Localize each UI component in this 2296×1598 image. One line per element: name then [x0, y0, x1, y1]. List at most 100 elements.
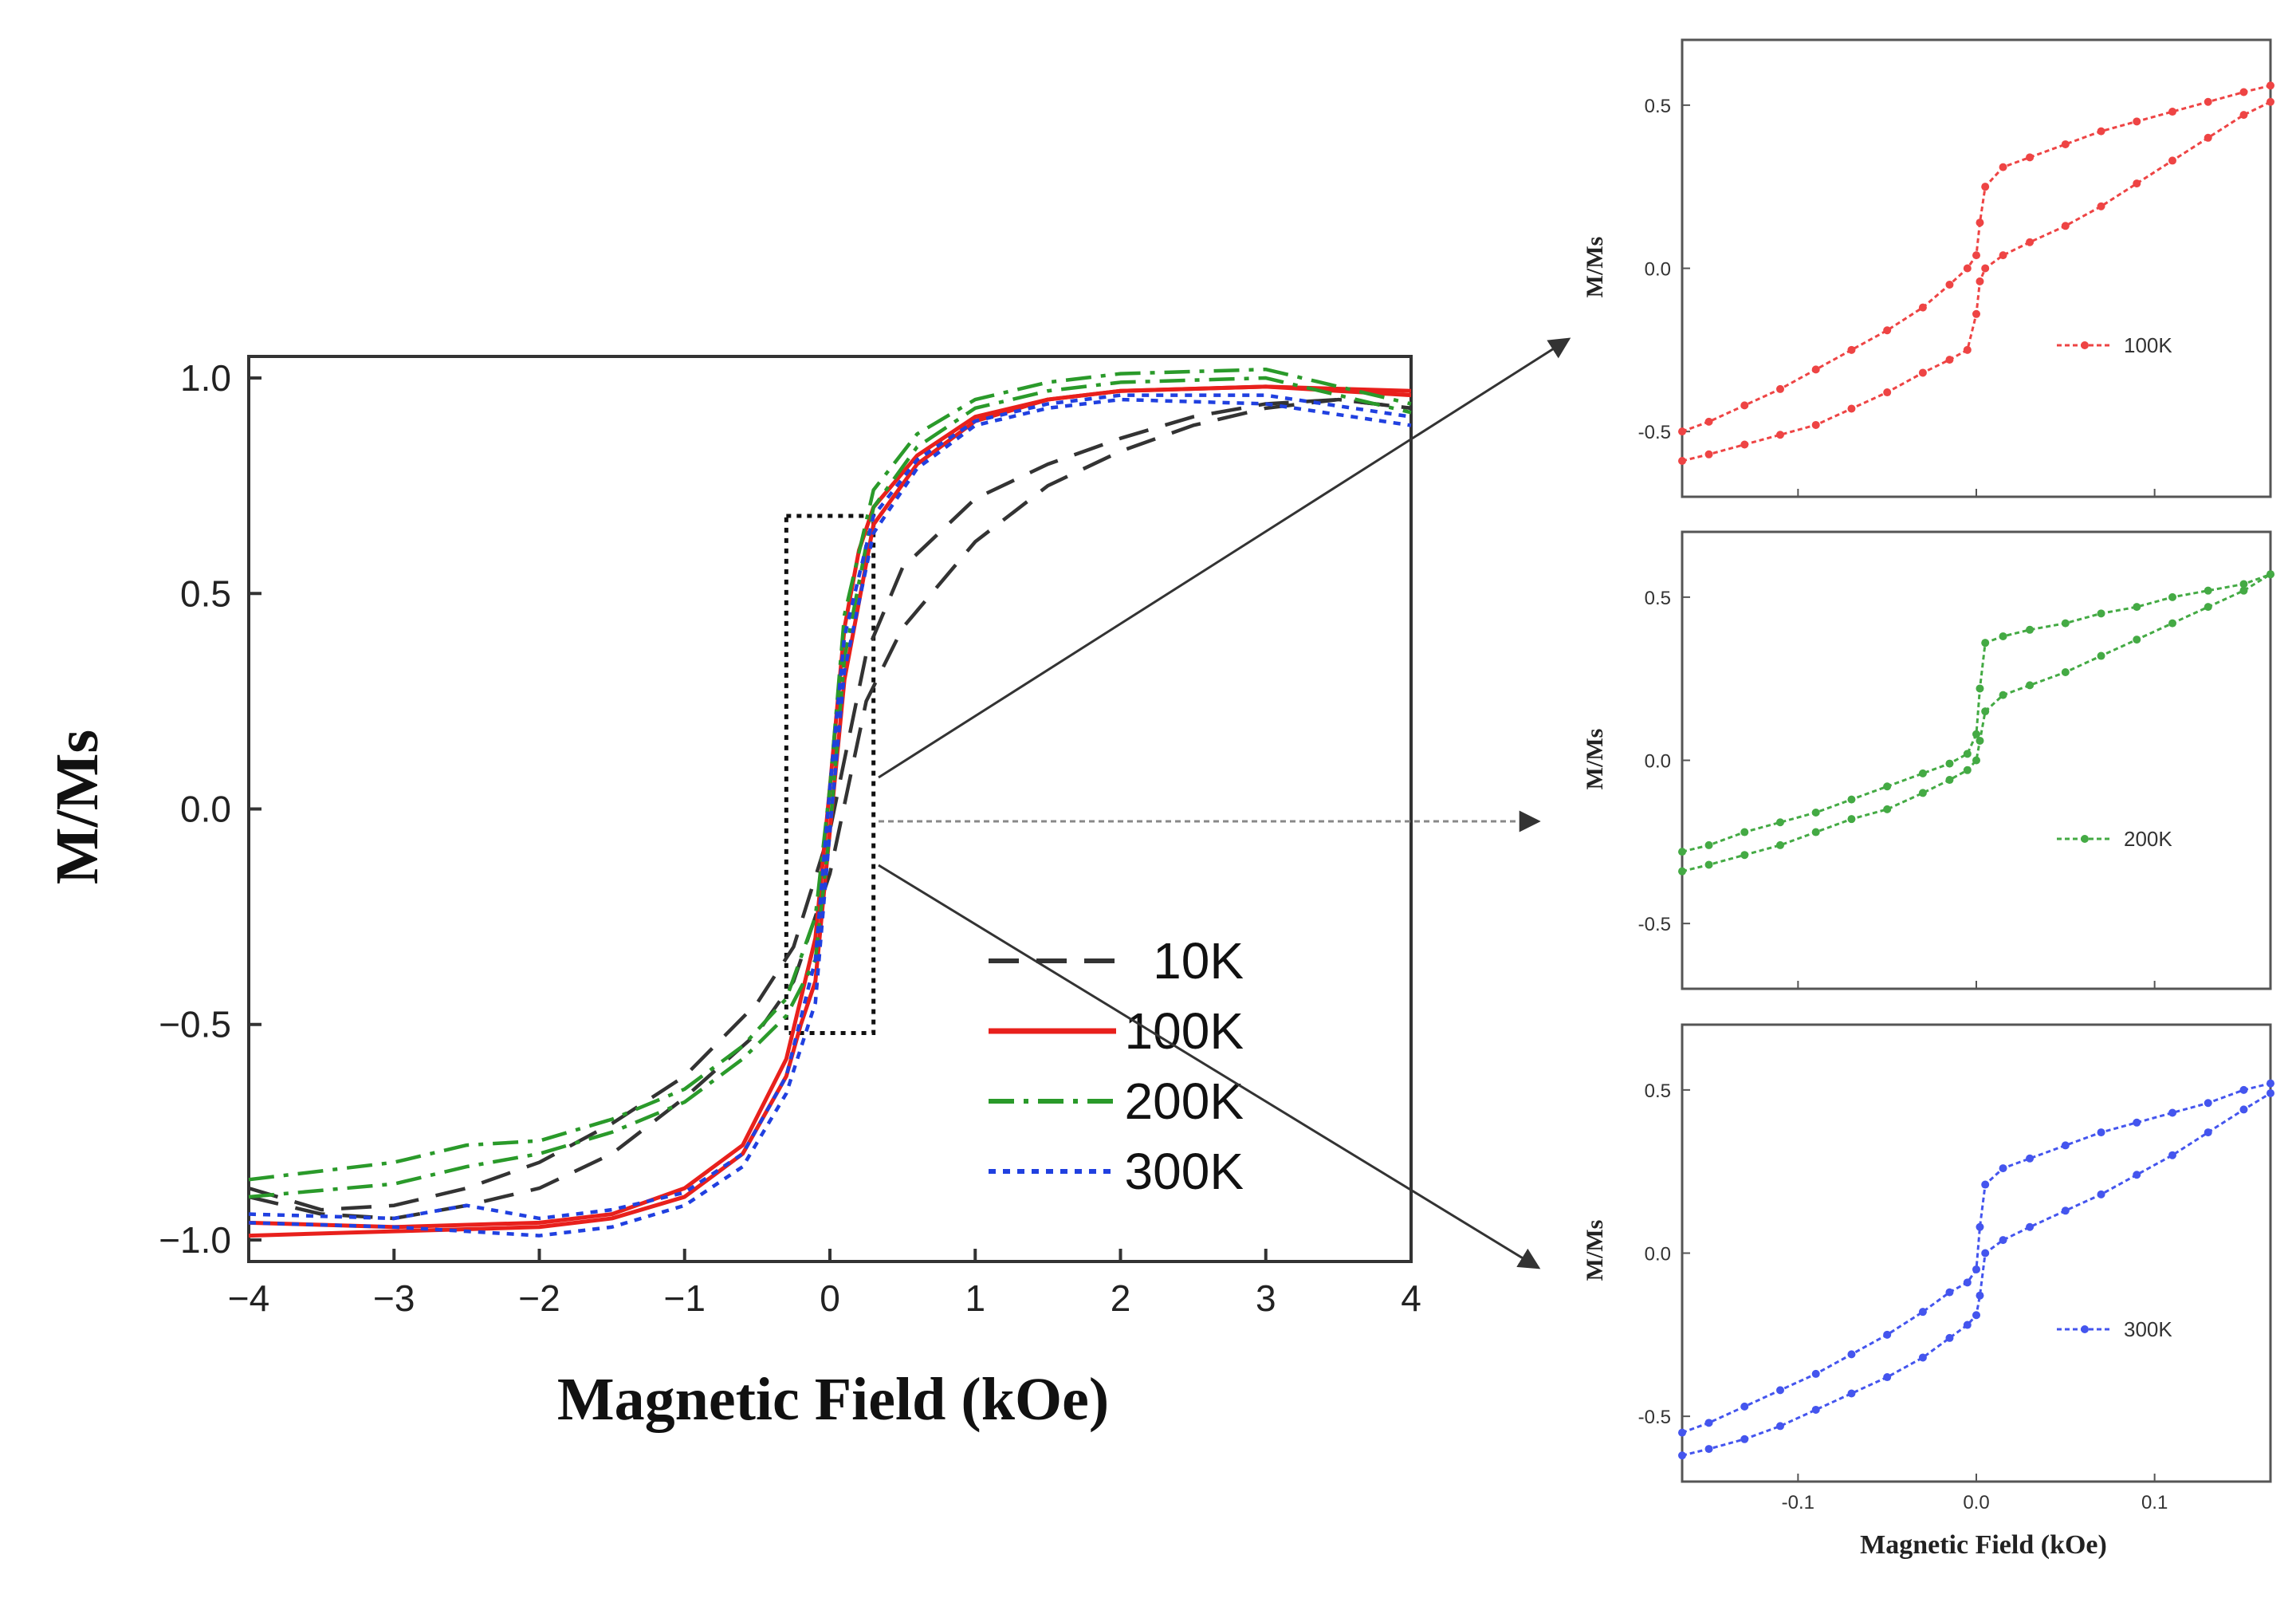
inset-data-point — [1972, 251, 1980, 260]
inset-data-point — [2168, 1151, 2176, 1159]
inset-data-point — [2267, 1088, 2274, 1097]
inset-series-200k-upper — [1681, 573, 2271, 853]
inset-data-point — [1847, 345, 1856, 354]
inset-y-tick-label: 0.0 — [1645, 751, 1671, 773]
x-tick-label: 0 — [820, 1277, 840, 1319]
inset-data-point — [1776, 1422, 1784, 1431]
main-y-axis-title: M/Ms — [44, 730, 111, 884]
inset-y-tick-label: 0.0 — [1645, 1244, 1671, 1265]
inset-data-point — [2097, 202, 2105, 211]
inset-data-point — [2168, 1108, 2176, 1117]
series-line-200k-lower — [248, 376, 1412, 1199]
inset-data-point — [2133, 603, 2141, 612]
inset-data-point — [2168, 156, 2176, 165]
inset-data-point — [1811, 420, 1820, 429]
inset-data-point — [1999, 632, 2007, 640]
inset-data-point — [2267, 1079, 2274, 1088]
inset-data-point — [2026, 681, 2035, 690]
inset-data-point — [1811, 365, 1820, 374]
inset-y-tick-label: 0.0 — [1645, 259, 1671, 281]
inset-data-point — [2204, 603, 2212, 612]
inset-data-point — [2239, 88, 2248, 96]
inset-data-point — [2239, 1105, 2248, 1114]
main-x-axis-title: Magnetic Field (kOe) — [557, 1366, 1109, 1433]
inset-data-point — [1740, 440, 1749, 449]
inset-legend-marker — [2081, 341, 2089, 349]
inset-data-point — [2061, 140, 2070, 148]
inset-data-point — [2097, 651, 2105, 660]
inset-data-point — [1776, 818, 1784, 827]
inset-data-point — [1918, 1353, 1927, 1362]
inset-data-point — [1963, 750, 1972, 758]
x-tick-label: −2 — [518, 1277, 560, 1319]
y-tick-label: 0.0 — [180, 789, 231, 830]
series-line-10k-upper — [248, 397, 1412, 1212]
inset-y-tick-label: -0.5 — [1638, 422, 1671, 443]
inset-data-point — [2239, 580, 2248, 588]
inset-data-point — [1704, 840, 1713, 849]
inset-data-point — [1945, 1288, 1954, 1297]
inset-data-point — [1981, 183, 1990, 191]
series-line-300k-lower — [248, 397, 1412, 1238]
inset-data-point — [1883, 805, 1892, 813]
inset-data-point — [2133, 179, 2141, 188]
inset-data-point — [1776, 384, 1784, 393]
inset-data-point — [2026, 238, 2035, 246]
inset-data-point — [1972, 309, 1980, 318]
inset-y-tick-label: 0.5 — [1645, 588, 1671, 609]
y-tick-label: 1.0 — [180, 357, 231, 399]
inset-data-point — [2133, 636, 2141, 644]
zoom-region-box — [784, 514, 876, 1036]
main-chart: −4 −3 −2 −1 0 1 2 3 4−1.0−0.50.00.51.010K100K200… — [159, 355, 1421, 1319]
inset-series-300k-upper — [1681, 1082, 2271, 1435]
inset-data-point — [1963, 766, 1972, 774]
inset-data-point — [1976, 736, 1984, 745]
inset-data-point — [2168, 619, 2176, 628]
inset-data-point — [1999, 1236, 2007, 1245]
inset-data-point — [1963, 345, 1972, 354]
inset-data-point — [1847, 1350, 1856, 1359]
inset-data-point — [2204, 97, 2212, 106]
x-tick-label: 4 — [1401, 1277, 1421, 1319]
inset-data-point — [1918, 303, 1927, 312]
inset-data-point — [2061, 1141, 2070, 1150]
inset-data-point — [2097, 127, 2105, 136]
main-plot-frame — [247, 355, 1413, 1263]
inset-data-point — [1981, 1249, 1990, 1258]
inset-data-point — [2061, 619, 2070, 628]
inset-data-point — [2168, 108, 2176, 116]
x-tick-label: 2 — [1111, 1277, 1131, 1319]
inset-data-point — [1740, 828, 1749, 836]
inset-data-point — [1918, 368, 1927, 377]
x-tick-label: −4 — [228, 1277, 269, 1319]
inset-data-point — [1981, 707, 1990, 716]
inset-data-point — [2239, 1085, 2248, 1094]
inset-series-200k-lower — [1681, 573, 2271, 873]
inset-data-point — [1704, 860, 1713, 869]
inset-data-point — [1972, 1265, 1980, 1273]
inset-data-point — [1945, 356, 1954, 364]
inset-series-100k-lower — [1681, 100, 2271, 462]
inset-300k-y-axis-title: M/Ms — [1582, 1220, 1608, 1281]
inset-y-tick-label: -0.5 — [1638, 1407, 1671, 1428]
inset-legend-marker — [2081, 1325, 2089, 1333]
inset-data-point — [2204, 586, 2212, 595]
inset-data-point — [1976, 1291, 1984, 1300]
inset-x-tick-label: -0.1 — [1782, 1492, 1814, 1513]
inset-data-point — [1945, 759, 1954, 768]
inset-data-point — [1963, 1278, 1972, 1287]
inset-x-tick-label: 0.0 — [1963, 1492, 1989, 1513]
inset-data-point — [1883, 1373, 1892, 1382]
inset-data-point — [2097, 1128, 2105, 1137]
inset-data-point — [2061, 222, 2070, 230]
inset-data-point — [2026, 153, 2035, 162]
inset-chart-300k: -0.5 0.0 0.5 -0.1 0.0 0.1 300K — [1638, 1023, 2274, 1513]
inset-legend-label: 200K — [2124, 827, 2172, 851]
inset-data-point — [1740, 1435, 1749, 1443]
inset-data-point — [2267, 570, 2274, 579]
inset-200k-y-axis-title: M/Ms — [1582, 729, 1608, 790]
inset-data-point — [2026, 625, 2035, 634]
inset-x-tick-label: 0.1 — [2141, 1492, 2168, 1513]
inset-data-point — [1963, 1321, 1972, 1329]
